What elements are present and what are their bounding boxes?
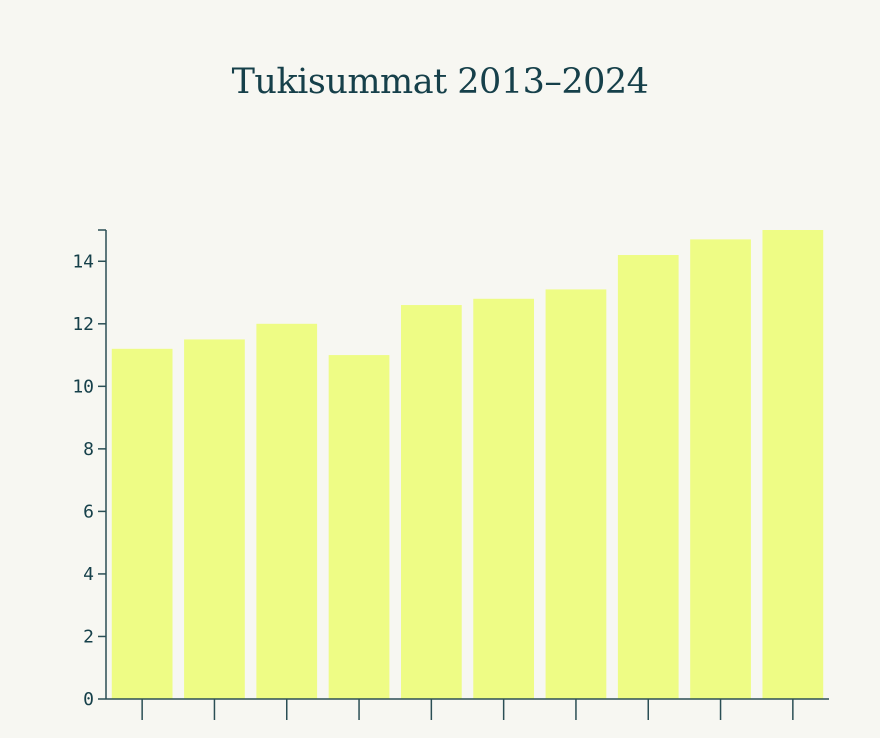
bar-1 <box>184 339 245 699</box>
bar-5 <box>473 298 535 699</box>
bar-2 <box>256 323 318 699</box>
y-tick-label-1: 2 <box>83 626 94 647</box>
y-tick-label-7: 14 <box>72 251 94 272</box>
bar-0 <box>111 348 173 699</box>
chart-title: Tukisummat 2013–2024 <box>231 62 649 102</box>
x-axis <box>106 698 829 720</box>
bar-7 <box>617 255 679 699</box>
y-tick-label-5: 10 <box>72 376 94 397</box>
y-axis: 0 2 4 6 8 10 12 14 <box>72 229 107 710</box>
bar-9 <box>762 230 824 699</box>
bar-6 <box>545 289 607 699</box>
y-tick-label-0: 0 <box>83 689 94 710</box>
bar-8 <box>690 239 751 699</box>
y-tick-label-6: 12 <box>72 314 94 335</box>
y-tick-label-3: 6 <box>83 501 94 522</box>
bar-4 <box>400 305 462 699</box>
y-tick-label-2: 4 <box>83 564 94 585</box>
bars-group <box>111 230 824 699</box>
bar-3 <box>328 355 390 699</box>
y-tick-label-4: 8 <box>83 439 94 460</box>
